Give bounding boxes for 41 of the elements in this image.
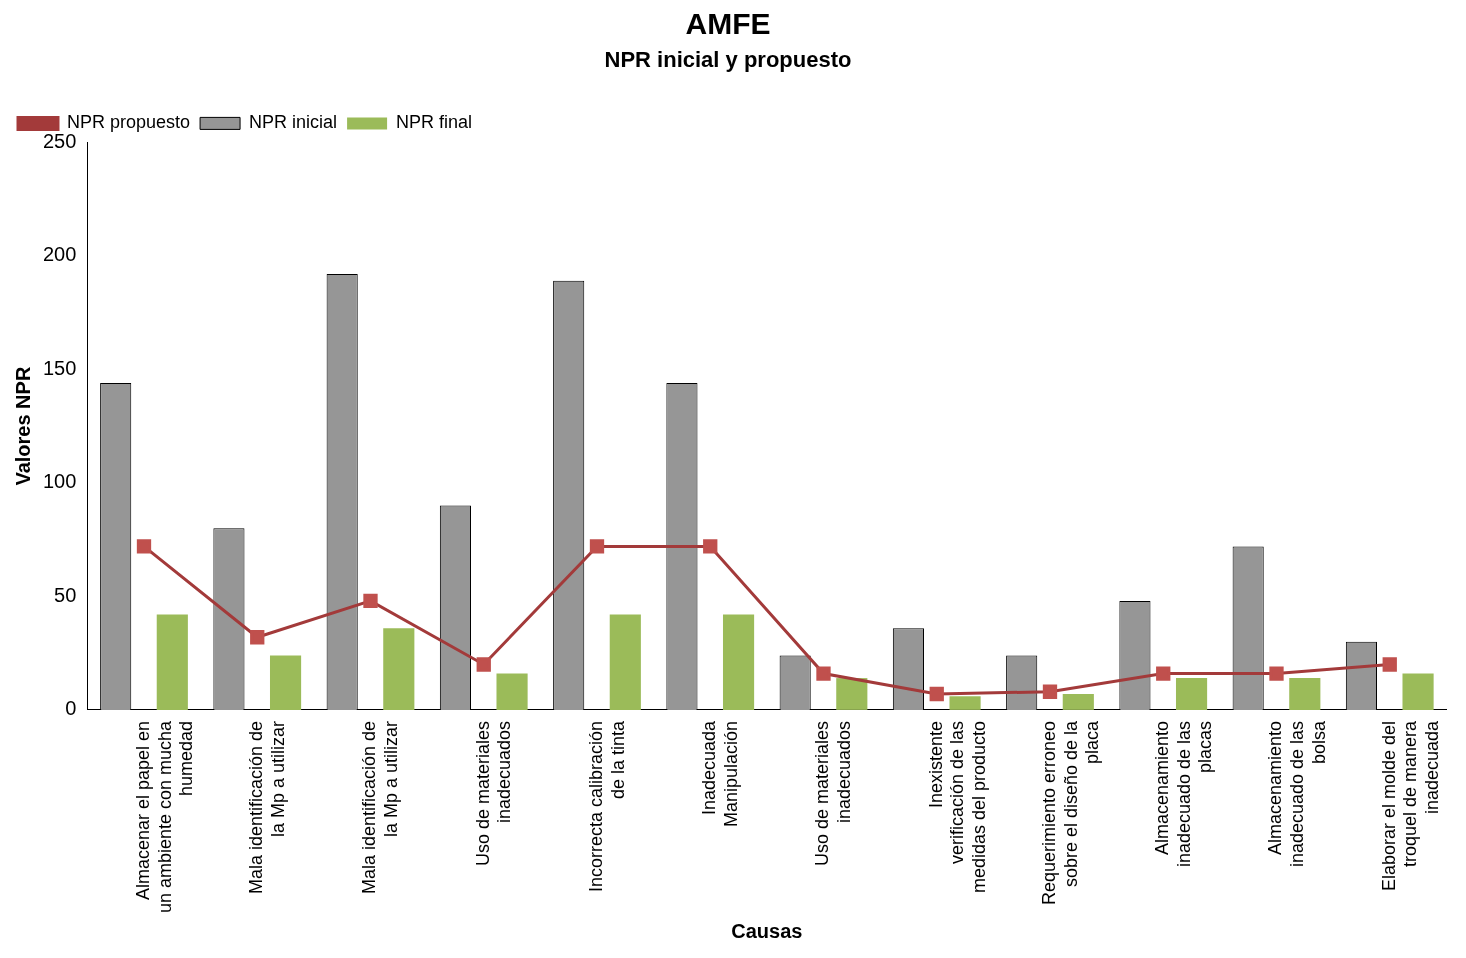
x-tick-label: Uso de materiales inadecuados bbox=[812, 720, 855, 866]
y-tick-label: 100 bbox=[42, 470, 77, 493]
bar bbox=[1175, 678, 1208, 710]
x-tick-label: Incorrecta calibración de la tinta bbox=[585, 719, 628, 892]
point bbox=[703, 539, 718, 554]
point bbox=[929, 686, 944, 702]
point bbox=[136, 539, 152, 554]
chart-subtitle: NPR inicial y propuesto bbox=[604, 47, 852, 73]
x-tick-label: Almacenamiento inadecuado de las placas bbox=[1152, 720, 1216, 867]
point bbox=[589, 539, 605, 554]
bar bbox=[1402, 673, 1434, 710]
bar bbox=[949, 696, 981, 710]
point bbox=[250, 630, 265, 645]
legend-label: NPR final bbox=[396, 112, 473, 133]
point bbox=[1042, 684, 1058, 699]
bar bbox=[383, 628, 415, 710]
point bbox=[1382, 657, 1397, 672]
point bbox=[816, 666, 831, 681]
point bbox=[1269, 666, 1284, 681]
bar bbox=[1289, 678, 1321, 710]
y-tick-label: 0 bbox=[65, 697, 77, 720]
bar bbox=[156, 614, 188, 710]
y-tick-label: 50 bbox=[54, 583, 77, 606]
bar bbox=[722, 614, 755, 710]
y-tick-label: 200 bbox=[42, 243, 77, 266]
bar bbox=[836, 678, 868, 710]
x-axis-title: Causas bbox=[731, 919, 803, 942]
x-tick-label: Almacenar el papel en un ambiente con mucha humedad bbox=[132, 719, 197, 913]
y-tick-label: 150 bbox=[42, 356, 77, 379]
bar bbox=[1062, 693, 1094, 710]
point bbox=[1156, 666, 1171, 681]
point bbox=[363, 593, 378, 609]
point bbox=[476, 657, 491, 672]
y-axis-title: Valores NPR bbox=[11, 366, 34, 486]
bar bbox=[269, 655, 302, 710]
chart-title: AMFE bbox=[685, 7, 771, 41]
legend-label: NPR inicial bbox=[249, 112, 338, 133]
bar bbox=[496, 673, 528, 710]
x-tick-label: Requerimiento erroneo sobre el diseño de la placa bbox=[1038, 719, 1103, 905]
bar bbox=[609, 614, 641, 710]
x-tick-label: Almacenamiento inadecuado de las bolsa bbox=[1265, 719, 1329, 867]
